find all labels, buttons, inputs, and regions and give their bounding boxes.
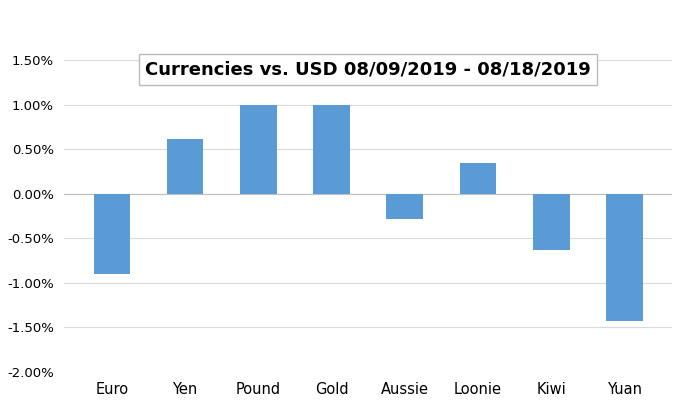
Bar [460, 163, 496, 194]
Bar [94, 194, 130, 274]
Bar [606, 194, 643, 321]
Bar [386, 194, 423, 219]
Bar [167, 139, 204, 194]
Bar [240, 105, 276, 194]
Bar [533, 194, 570, 250]
Bar [313, 105, 350, 194]
Text: Currencies vs. USD 08/09/2019 - 08/18/2019: Currencies vs. USD 08/09/2019 - 08/18/20… [145, 61, 591, 78]
